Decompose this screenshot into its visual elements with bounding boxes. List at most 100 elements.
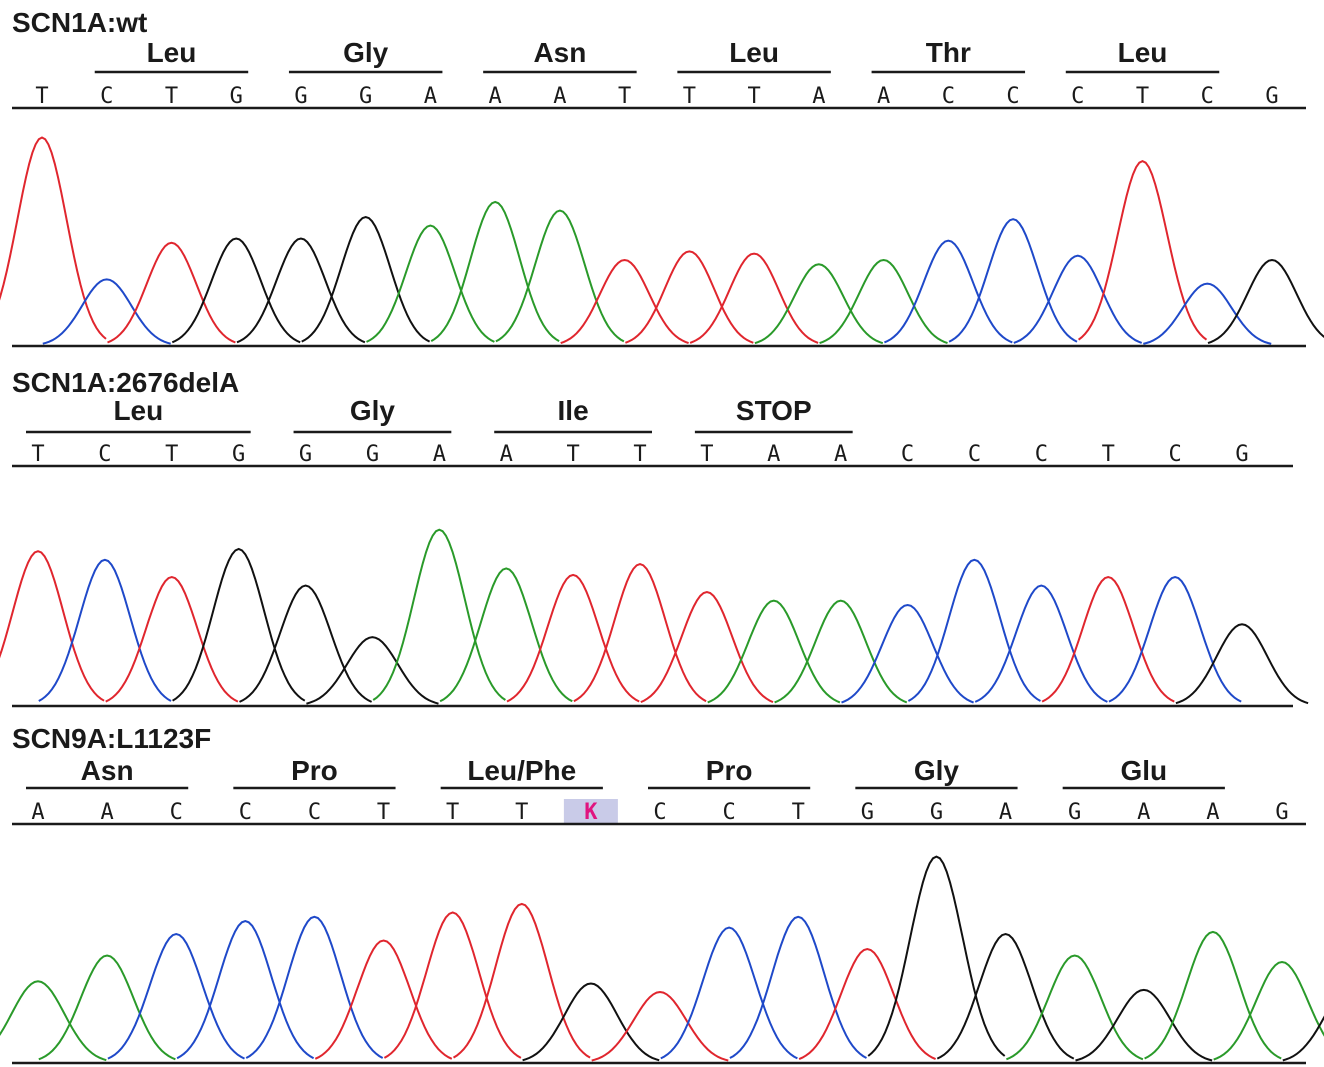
trace-peak-c <box>1108 575 1242 703</box>
base-call: T <box>683 84 696 109</box>
codon-annotations: Leu Gly Ile STOP <box>26 395 853 434</box>
trace-peak-c <box>660 926 798 1060</box>
trace-peak-c <box>948 218 1078 343</box>
base-call: T <box>633 442 646 467</box>
trace-peak-a <box>774 599 908 704</box>
trace-peak-g <box>171 237 301 344</box>
panel-title: SCN1A:wt <box>12 7 147 38</box>
trace <box>0 136 1324 345</box>
base-call-ambiguous: K <box>584 800 598 825</box>
trace-peak-c <box>729 915 867 1059</box>
trace-peak-g <box>239 584 373 703</box>
base-call: T <box>1136 84 1149 109</box>
base-call: G <box>1235 442 1248 467</box>
base-call: G <box>1068 800 1081 825</box>
base-call: T <box>618 84 631 109</box>
base-call: A <box>424 84 437 109</box>
base-call: A <box>100 800 113 825</box>
trace-peak-t <box>452 902 591 1059</box>
base-call: T <box>446 800 459 825</box>
base-call: C <box>100 84 113 109</box>
codon-label: Gly <box>350 395 396 426</box>
base-call: G <box>232 442 245 467</box>
trace-peak-a <box>1006 954 1144 1061</box>
panel-scn1a-2676dela: SCN1A:2676delA Leu Gly Ile STOP T C T G G G A A T T T… <box>0 367 1309 708</box>
trace-peak-t <box>1077 159 1208 341</box>
base-call: T <box>165 442 178 467</box>
ambiguity-highlight <box>563 799 618 823</box>
base-call: A <box>31 800 44 825</box>
trace-peak-c <box>883 239 1013 344</box>
trace-peak-a <box>1144 930 1282 1060</box>
trace-peak-g <box>1175 623 1309 705</box>
trace-peak-t <box>689 252 819 344</box>
base-call: A <box>433 442 446 467</box>
trace-peak-a <box>38 954 176 1061</box>
codon-label: Asn <box>533 37 586 68</box>
trace-peak-c <box>1143 282 1272 345</box>
trace-peak-c <box>42 278 171 345</box>
base-call: T <box>31 442 44 467</box>
trace-peak-g <box>236 237 366 344</box>
trace-peak-a <box>0 980 107 1062</box>
trace-peak-g <box>867 855 1006 1057</box>
trace-peak-t <box>798 947 937 1061</box>
base-call: C <box>942 84 955 109</box>
trace-peak-g <box>522 982 660 1062</box>
base-call: C <box>1035 442 1048 467</box>
trace-peak-t <box>1041 575 1175 703</box>
base-call: G <box>299 442 312 467</box>
trace-peak-a <box>1213 960 1324 1061</box>
trace-peak-a <box>430 200 560 342</box>
base-call: T <box>515 800 528 825</box>
trace-peak-t <box>107 241 236 344</box>
trace-peak-t <box>640 590 774 704</box>
base-call: C <box>98 442 111 467</box>
base-call: A <box>1137 800 1150 825</box>
trace-peak-t <box>591 990 729 1062</box>
codon-label: Leu <box>729 37 779 68</box>
base-call: T <box>377 800 390 825</box>
trace-peak-g <box>301 215 431 343</box>
base-call: C <box>239 800 252 825</box>
codon-label: Gly <box>914 755 960 786</box>
trace-peak-c <box>841 603 974 704</box>
base-call: C <box>968 442 981 467</box>
base-call: C <box>722 800 735 825</box>
base-call: T <box>700 442 713 467</box>
base-call: C <box>308 800 321 825</box>
trace-peak-t <box>314 939 453 1060</box>
base-call: C <box>1071 84 1084 109</box>
trace-peak-c <box>176 920 315 1060</box>
base-call: C <box>170 800 183 825</box>
trace-peak-a <box>495 209 625 343</box>
trace-peak-g <box>1282 1015 1324 1062</box>
trace-peak-a <box>366 224 495 343</box>
base-call: A <box>489 84 502 109</box>
trace-peak-c <box>38 558 172 702</box>
base-call: G <box>1265 84 1278 109</box>
codon-label: Ile <box>558 395 589 426</box>
base-call: C <box>901 442 914 467</box>
base-call: A <box>767 442 780 467</box>
base-call: G <box>359 84 372 109</box>
codon-label: Thr <box>926 37 971 68</box>
codon-label: Leu <box>113 395 163 426</box>
codon-label: Glu <box>1120 755 1167 786</box>
trace <box>0 528 1309 705</box>
base-call: A <box>500 442 513 467</box>
base-call: G <box>230 84 243 109</box>
trace-peak-c <box>107 932 245 1060</box>
codon-label: Pro <box>706 755 753 786</box>
trace-peak-c <box>907 558 1041 702</box>
codon-label: Asn <box>81 755 134 786</box>
base-call: T <box>35 84 48 109</box>
trace <box>0 855 1324 1062</box>
base-call: G <box>294 84 307 109</box>
panel-title: SCN9A:L1123F <box>12 723 211 754</box>
panel-title: SCN1A:2676delA <box>12 367 239 398</box>
trace-peak-t <box>383 911 522 1059</box>
